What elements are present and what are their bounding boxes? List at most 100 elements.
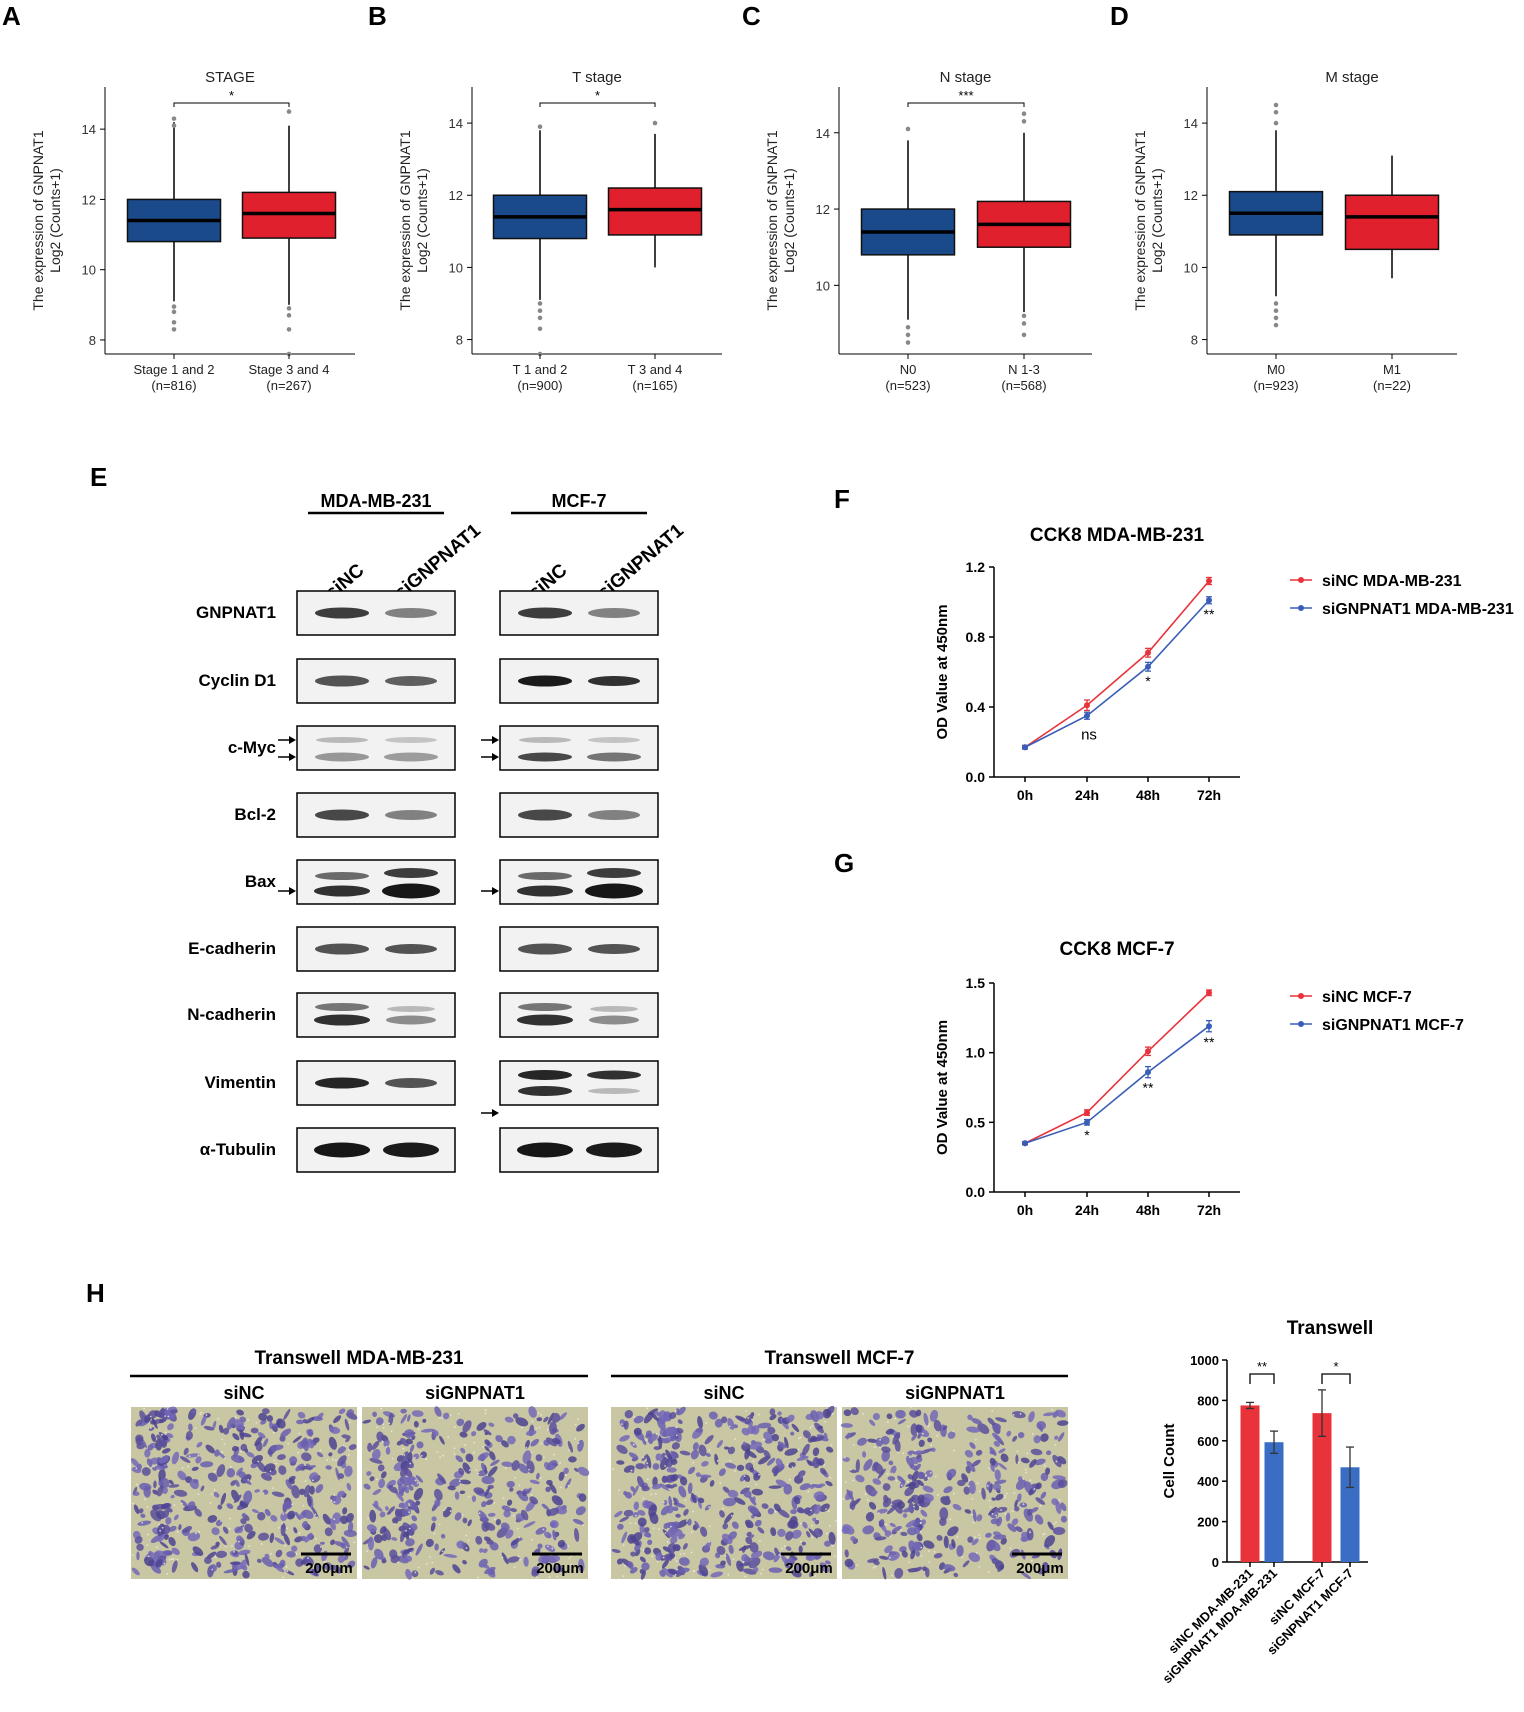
cell: [799, 1473, 804, 1479]
cell: [735, 1415, 747, 1422]
bar: [1312, 1413, 1332, 1562]
cell: [257, 1432, 266, 1439]
outlier-point: [1273, 120, 1279, 126]
cell: [972, 1509, 977, 1522]
protein-label: Vimentin: [205, 1073, 276, 1092]
cell: [915, 1550, 920, 1557]
cell: [258, 1412, 268, 1421]
membrane-pore: [493, 1501, 496, 1504]
band: [587, 1070, 641, 1080]
y-tick-label: 14: [82, 122, 96, 137]
band: [518, 872, 572, 880]
membrane-pore: [834, 1555, 836, 1558]
cell: [415, 1500, 421, 1506]
membrane-pore: [814, 1574, 817, 1577]
legend-marker: [1298, 1021, 1304, 1027]
cell: [366, 1524, 377, 1533]
membrane-pore: [760, 1572, 762, 1575]
cell: [700, 1526, 708, 1537]
cell: [242, 1478, 252, 1485]
membrane-pore: [989, 1506, 992, 1508]
cell: [806, 1459, 813, 1466]
membrane-pore: [228, 1527, 231, 1530]
cell: [549, 1483, 557, 1494]
membrane-pore: [877, 1512, 880, 1515]
data-point: [1206, 578, 1212, 584]
cell: [670, 1450, 678, 1458]
membrane-pore: [304, 1480, 307, 1482]
membrane-pore: [1054, 1443, 1057, 1446]
membrane-pore: [414, 1571, 417, 1574]
cell: [874, 1536, 887, 1541]
cell: [200, 1461, 214, 1468]
cell: [194, 1508, 202, 1517]
cell: [275, 1549, 283, 1558]
cell: [698, 1497, 705, 1504]
cell: [802, 1430, 811, 1439]
cell: [509, 1487, 514, 1492]
y-tick-label: 0: [1212, 1555, 1219, 1570]
membrane-pore: [161, 1433, 163, 1436]
membrane-pore: [297, 1451, 300, 1454]
band: [588, 676, 640, 686]
cell: [873, 1462, 884, 1475]
cell: [773, 1503, 782, 1512]
cell: [846, 1432, 850, 1440]
cell: [947, 1526, 959, 1537]
cell: [721, 1416, 728, 1424]
cell: [1007, 1523, 1017, 1532]
cell: [369, 1458, 383, 1464]
membrane-pore: [269, 1470, 272, 1473]
line-chart-g: CCK8 MCF-70.00.51.01.5OD Value at 450nm0…: [934, 939, 1464, 1218]
membrane-pore: [291, 1503, 293, 1506]
membrane-pore: [664, 1465, 666, 1467]
cell: [162, 1509, 170, 1518]
cell: [633, 1501, 640, 1511]
cell: [443, 1553, 458, 1558]
membrane-pore: [166, 1408, 169, 1410]
membrane-pore: [830, 1444, 833, 1446]
cell: [233, 1419, 245, 1431]
cell: [668, 1412, 677, 1420]
cell: [947, 1431, 956, 1439]
cell: [668, 1496, 673, 1508]
membrane-pore: [409, 1552, 412, 1554]
cell: [264, 1553, 270, 1560]
membrane-pore: [173, 1504, 176, 1507]
cell: [306, 1494, 312, 1507]
cell: [647, 1539, 653, 1546]
significance-label: **: [1257, 1359, 1267, 1374]
y-label-line2: Log2 (Counts+1): [1149, 168, 1165, 273]
cell: [477, 1452, 489, 1461]
cell: [170, 1409, 178, 1414]
cell: [430, 1522, 436, 1532]
cell: [668, 1426, 678, 1436]
cell: [749, 1542, 759, 1553]
membrane-pore: [849, 1468, 852, 1471]
cell: [993, 1423, 1001, 1431]
membrane-pore: [388, 1422, 391, 1425]
membrane-pore: [248, 1545, 251, 1548]
cell: [917, 1433, 921, 1439]
membrane-pore: [131, 1502, 134, 1505]
membrane-pore: [243, 1424, 246, 1427]
cell: [495, 1518, 501, 1526]
cell: [873, 1559, 880, 1566]
cell: [369, 1509, 377, 1523]
cell: [277, 1454, 286, 1460]
cell: [806, 1531, 811, 1538]
cell: [217, 1451, 226, 1459]
membrane-pore: [335, 1459, 337, 1462]
membrane-pore: [577, 1418, 580, 1421]
cell: [1052, 1475, 1066, 1480]
cell: [894, 1567, 904, 1579]
significance-label: **: [1143, 1080, 1154, 1096]
cell: [623, 1420, 629, 1430]
cell: [675, 1427, 684, 1434]
data-point: [1206, 597, 1212, 604]
membrane-pore: [530, 1451, 533, 1454]
cell: [406, 1438, 413, 1445]
cell: [159, 1455, 169, 1464]
cell: [1005, 1512, 1011, 1522]
cell: [814, 1504, 821, 1515]
